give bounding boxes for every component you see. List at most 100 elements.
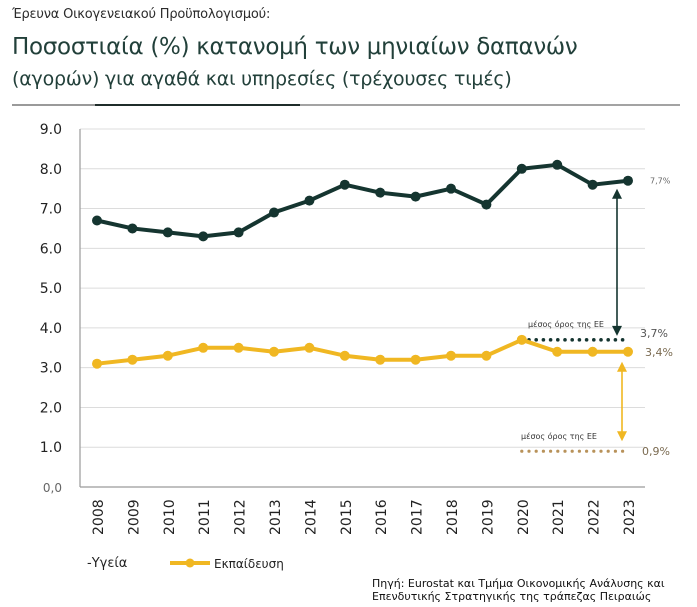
- title-underline-segment: [95, 104, 300, 106]
- data-point-health: [269, 207, 279, 218]
- y-tick-label: 6.0: [40, 241, 62, 257]
- x-tick-label: 2023: [622, 499, 638, 535]
- eu-health-avg-dot: [584, 338, 589, 342]
- annotations: [520, 188, 627, 453]
- eu-health-avg-dot: [592, 338, 596, 342]
- eu-education-avg-dot: [577, 449, 582, 453]
- chart-title-line2: (αγορών) για αγαθά και υπηρεσίες (τρέχου…: [12, 68, 512, 90]
- data-labels: μέσος όρος της ΕΕ 3,7% μέσος όρος της ΕΕ 0,…: [521, 177, 673, 458]
- eu-health-avg-label: μέσος όρος της ΕΕ: [528, 319, 604, 329]
- x-tick-label: 2016: [374, 499, 390, 535]
- data-point-health: [623, 175, 633, 186]
- eu-health-avg-dot: [534, 338, 538, 342]
- grid-lines: [80, 128, 645, 448]
- eu-health-avg-dot: [577, 338, 582, 342]
- eu-health-avg-dot: [613, 338, 618, 342]
- y-tick-label: 0,0: [43, 481, 62, 495]
- eu-education-avg-dot: [527, 449, 531, 453]
- series-line-health: [96, 162, 629, 239]
- series-line-education: [96, 337, 628, 366]
- x-tick-label: 2011: [197, 499, 213, 535]
- data-point-education: [481, 350, 492, 361]
- y-tick-label: 8.0: [40, 162, 62, 178]
- eu-health-avg-dot: [541, 338, 546, 342]
- health-end-label: 7,7%: [650, 177, 671, 186]
- eu-education-avg-dot: [606, 449, 610, 453]
- eu-education-avg-dot: [541, 449, 546, 453]
- series: [92, 159, 633, 369]
- x-tick-label: 2021: [551, 499, 567, 535]
- x-tick-label: 2009: [126, 499, 142, 535]
- x-tick-label: 2019: [480, 499, 496, 535]
- y-tick-label: 3.0: [40, 361, 62, 377]
- source-line1: Πηγή: Eurostat και Τμήμα Οικονομικής Ανά…: [372, 577, 665, 590]
- education-end-label: 3,4%: [645, 346, 673, 359]
- data-point-education: [552, 346, 563, 357]
- eu-health-avg-dot: [599, 338, 603, 342]
- y-tick-label: 9.0: [40, 122, 62, 138]
- data-point-education: [516, 334, 527, 345]
- x-tick-label: 2018: [445, 499, 461, 535]
- data-point-education: [269, 346, 279, 357]
- eu-education-avg-value: 0,9%: [642, 445, 670, 458]
- axes: [79, 129, 645, 488]
- education-gap-arrow-head-up: [617, 361, 627, 372]
- data-point-health: [375, 187, 386, 198]
- x-tick-label: 2022: [587, 499, 603, 535]
- data-point-education: [92, 358, 102, 369]
- eu-education-avg-dot: [613, 449, 618, 453]
- eu-health-avg-dot: [620, 338, 625, 342]
- source-note: Πηγή: Eurostat και Τμήμα Οικονομικής Ανά…: [372, 577, 665, 603]
- data-point-health: [516, 163, 527, 174]
- data-point-health: [339, 179, 350, 190]
- chart-title-line1: Ποσοστιαία (%) κατανομή των μηνιαίων δαπ…: [12, 34, 578, 60]
- y-tick-label: 4.0: [40, 321, 62, 337]
- eu-education-avg-dot: [621, 449, 625, 453]
- y-tick-label: 1.0: [40, 440, 62, 456]
- legend-education-swatch: [170, 558, 210, 568]
- eu-health-avg-dot: [548, 338, 553, 342]
- eu-health-avg-dot: [570, 338, 574, 342]
- data-point-health: [233, 227, 244, 238]
- eu-health-avg-dot: [606, 338, 610, 342]
- eu-health-avg-dot: [556, 338, 560, 342]
- eu-education-avg-dot: [585, 449, 589, 453]
- eu-education-avg-label: μέσος όρος της ΕΕ: [521, 431, 597, 441]
- data-point-education: [410, 354, 421, 365]
- eu-education-avg-dot: [592, 449, 596, 453]
- x-tick-labels: 2008 2009 2010 2011 2012 2013 2014 2015 2016 2017…: [91, 499, 638, 535]
- y-tick-label: 7.0: [40, 202, 62, 218]
- x-tick-label: 2012: [233, 499, 249, 535]
- x-tick-label: 2008: [91, 499, 107, 535]
- eu-education-avg-dot: [563, 449, 567, 453]
- data-point-health: [481, 199, 492, 210]
- data-point-health: [410, 191, 421, 202]
- data-point-education: [198, 342, 209, 353]
- y-tick-labels: 0,0 1.0 2.0 3.0 4.0 5.0 6.0 7.0 8.0 9.0: [40, 122, 62, 495]
- data-point-health: [587, 179, 598, 190]
- eu-education-avg-dot: [534, 449, 538, 453]
- data-point-education: [446, 350, 456, 361]
- x-tick-label: 2014: [303, 499, 319, 535]
- source-line2: Επενδυτικής Στρατηγικής της τράπεζας Πει…: [372, 590, 652, 603]
- data-point-education: [233, 342, 244, 353]
- data-point-health: [162, 227, 173, 238]
- x-tick-label: 2017: [410, 499, 426, 535]
- survey-label: Έρευνα Οικογενειακού Προϋπολογισμού:: [12, 7, 271, 22]
- data-point-health: [304, 195, 315, 206]
- data-point-education: [339, 350, 350, 361]
- data-point-education: [127, 354, 138, 365]
- data-point-health: [198, 231, 209, 242]
- eu-education-avg-dot: [556, 449, 560, 453]
- data-point-education: [375, 354, 386, 365]
- health-gap-arrow-head-up: [612, 188, 622, 199]
- data-point-health: [552, 159, 563, 170]
- eu-health-avg-dot: [563, 338, 567, 342]
- legend-item-health: -Υγεία: [87, 556, 128, 571]
- data-point-education: [587, 346, 598, 357]
- eu-education-avg-dot: [549, 449, 553, 453]
- x-tick-label: 2010: [162, 499, 178, 535]
- data-point-education: [304, 342, 315, 353]
- y-tick-label: 5.0: [40, 281, 62, 297]
